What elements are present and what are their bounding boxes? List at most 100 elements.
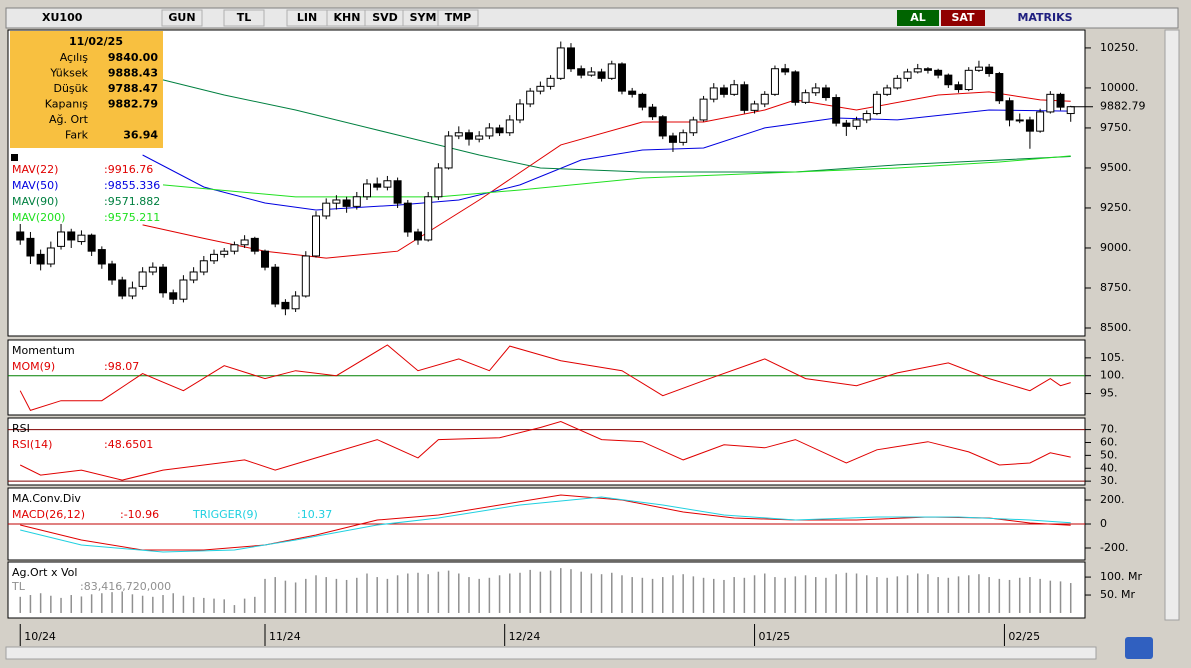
candle-body [801,92,810,103]
y-tick-label: 10000. [1100,81,1139,94]
buy-label[interactable]: AL [910,11,926,24]
y-tick-label: 60. [1100,435,1118,448]
candle-body [668,135,677,143]
info-label: Açılış [60,51,89,64]
legend-name: TL [11,580,26,593]
candle-body [413,231,422,241]
candle-body [883,87,892,95]
indicator-line [20,496,1071,553]
buy-button[interactable] [897,10,939,26]
y-tick-label: 8500. [1100,321,1132,334]
candle-body [363,183,371,198]
y-tick-label: 50. [1100,448,1118,461]
candle-body [709,87,718,100]
legend-readout: :9571.882 [104,195,160,208]
candle-body [536,85,545,92]
candle-body [658,116,667,137]
panel-title: Momentum [12,344,75,357]
info-box [10,31,163,148]
candle-body [281,301,290,310]
candle-body [730,84,739,95]
y-tick-label: 200. [1100,493,1125,506]
legend-readout: :9916.76 [104,163,153,176]
y-tick-label: 8750. [1100,281,1132,294]
candle-body [842,122,851,127]
candle-body [169,292,178,300]
toolbar-button[interactable] [161,9,203,27]
y-tick-label: 10250. [1100,41,1139,54]
toolbar-button-label[interactable]: TMP [445,11,472,24]
y-tick-label: 9750. [1100,121,1132,134]
toolbar-button[interactable] [437,9,479,27]
candle-body [515,103,524,121]
candle-body [485,127,494,137]
candle-body [526,90,535,105]
candle-body [903,71,912,79]
toolbar-button-label[interactable]: SYM [410,11,437,24]
sell-button[interactable] [941,10,985,26]
candle-body [862,113,871,121]
y-tick-label: 9500. [1100,161,1132,174]
candle-body [893,77,902,89]
y-tick-label: 70. [1100,423,1118,436]
candle-body [566,47,575,70]
candle-body [403,202,412,233]
toolbar-button-label[interactable]: LIN [297,11,317,24]
y-tick-label: 50. Mr [1100,588,1135,601]
candle-body [475,135,484,140]
candle-body [352,196,361,207]
indicator-line [142,91,1071,259]
candle-body [974,66,983,71]
candle-body [464,132,473,140]
candle-body [1025,119,1034,132]
symbol[interactable]: XU100 [42,11,83,24]
y-tick-label: 100. Mr [1100,570,1142,583]
x-tick-label: 02/25 [1008,630,1040,643]
toolbar-button-label[interactable]: SVD [372,11,398,24]
legend-readout: :98.07 [104,360,139,373]
candle-body [505,119,514,134]
candle-body [220,250,229,255]
last-price-label: 9882.79 [1100,100,1146,113]
y-tick-label: 0 [1100,517,1107,530]
candle-body [312,215,321,257]
indicator-line [162,155,1071,198]
panel [7,339,1086,416]
candle-body [189,271,198,281]
info-label: Fark [65,129,89,142]
candle-body [923,68,932,71]
candle-body [832,97,841,124]
candle-body [454,132,463,137]
candle-body [750,103,759,111]
candle-body [271,266,280,305]
candle-body [148,266,157,273]
panel-title: MA.Conv.Div [12,492,81,505]
info-value: 36.94 [123,129,158,142]
candle-body [495,127,504,134]
candle-body [97,249,106,265]
legend-readout: :48.6501 [104,438,153,451]
candle-body [240,239,249,246]
candle-body [87,234,96,252]
candle-body [1005,100,1014,121]
toolbar-button-label[interactable]: GUN [168,11,195,24]
candle-body [719,87,728,95]
y-tick-label: 9000. [1100,241,1132,254]
candle-body [689,119,698,134]
toolbar-button-label[interactable]: TL [237,11,252,24]
legend-readout: :9575.211 [104,211,160,224]
candle-body [597,71,606,79]
info-label: Ağ. Ort [49,113,89,126]
candle-body [985,66,994,75]
sync-button[interactable] [1125,637,1153,659]
candle-body [291,295,300,310]
legend-readout: :9855.336 [104,179,160,192]
legend-marker [11,154,18,161]
candle-body [811,87,820,94]
candle-body [577,68,586,76]
toolbar-button[interactable] [223,9,265,27]
sell-label[interactable]: SAT [951,11,975,24]
candle-body [1015,119,1024,122]
toolbar-button-label[interactable]: KHN [334,11,361,24]
candle-body [648,106,657,118]
